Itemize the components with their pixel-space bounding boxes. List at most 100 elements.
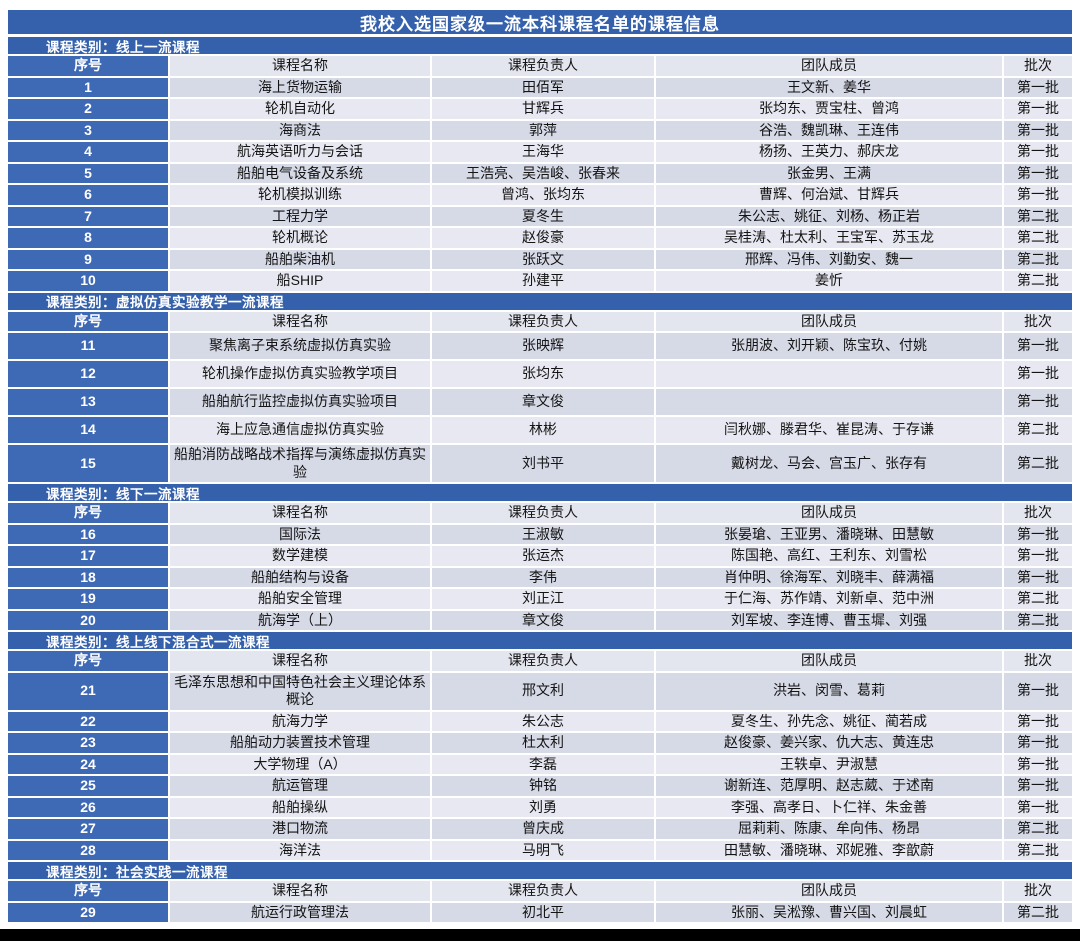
cell-batch: 第一批 xyxy=(1004,361,1072,387)
cell-serial-number: 25 xyxy=(8,776,168,796)
cell-team-members: 刘军坡、李连博、曹玉墀、刘强 xyxy=(656,610,1002,630)
course-section: 课程类别：虚拟仿真实验教学一流课程 序号 课程名称 课程负责人 团队成员 批次 … xyxy=(8,292,1072,482)
table-row: 19 船舶安全管理 刘正江 于仁海、苏作靖、刘新卓、范中洲 第二批 xyxy=(8,589,1072,609)
cell-course-name: 船舶动力装置技术管理 xyxy=(170,733,430,753)
cell-batch: 第一批 xyxy=(1004,77,1072,97)
cell-course-name: 聚焦离子束系统虚拟仿真实验 xyxy=(170,333,430,359)
column-header-row: 序号 课程名称 课程负责人 团队成员 批次 xyxy=(8,56,1072,76)
cell-course-name: 轮机操作虚拟仿真实验教学项目 xyxy=(170,361,430,387)
cell-course-leader: 孙建平 xyxy=(432,271,654,291)
table-row: 11 聚焦离子束系统虚拟仿真实验 张映辉 张朋波、刘开颖、陈宝玖、付姚 第一批 xyxy=(8,333,1072,359)
cell-serial-number: 21 xyxy=(8,672,168,710)
cell-course-name: 海上货物运输 xyxy=(170,77,430,97)
cell-team-members: 田慧敏、潘晓琳、邓妮雅、李歆蔚 xyxy=(656,840,1002,860)
cell-team-members: 朱公志、姚征、刘杨、杨正岩 xyxy=(656,206,1002,226)
column-header-team: 团队成员 xyxy=(656,503,1002,523)
table-row: 16 国际法 王淑敏 张晏瑲、王亚男、潘晓琳、田慧敏 第一批 xyxy=(8,524,1072,544)
cell-batch: 第一批 xyxy=(1004,733,1072,753)
section-category-header: 课程类别：线下一流课程 xyxy=(8,484,1072,502)
cell-team-members: 谷浩、魏凯琳、王连伟 xyxy=(656,120,1002,140)
cell-team-members: 洪岩、闵雪、葛莉 xyxy=(656,672,1002,710)
cell-batch: 第一批 xyxy=(1004,711,1072,731)
table-row: 1 海上货物运输 田佰军 王文新、姜华 第一批 xyxy=(8,77,1072,97)
table-row: 12 轮机操作虚拟仿真实验教学项目 张均东 第一批 xyxy=(8,361,1072,387)
cell-serial-number: 6 xyxy=(8,185,168,205)
cell-serial-number: 17 xyxy=(8,546,168,566)
cell-team-members: 杨扬、王英力、郝庆龙 xyxy=(656,142,1002,162)
cell-course-name: 船舶操纵 xyxy=(170,797,430,817)
cell-course-leader: 林彬 xyxy=(432,417,654,443)
cell-serial-number: 19 xyxy=(8,589,168,609)
section-category-header: 课程类别：虚拟仿真实验教学一流课程 xyxy=(8,292,1072,310)
cell-course-leader: 张映辉 xyxy=(432,333,654,359)
cell-course-name: 数学建模 xyxy=(170,546,430,566)
table-row: 8 轮机概论 赵俊豪 吴桂涛、杜太利、王宝军、苏玉龙 第二批 xyxy=(8,228,1072,248)
cell-serial-number: 12 xyxy=(8,361,168,387)
column-header-leader: 课程负责人 xyxy=(432,503,654,523)
table-row: 17 数学建模 张运杰 陈国艳、高红、王利东、刘雪松 第一批 xyxy=(8,546,1072,566)
cell-course-name: 毛泽东思想和中国特色社会主义理论体系概论 xyxy=(170,672,430,710)
cell-batch: 第二批 xyxy=(1004,206,1072,226)
cell-batch: 第二批 xyxy=(1004,271,1072,291)
column-header-course-name: 课程名称 xyxy=(170,311,430,331)
cell-course-leader: 张运杰 xyxy=(432,546,654,566)
cell-course-name: 大学物理（A） xyxy=(170,754,430,774)
cell-team-members xyxy=(656,361,1002,387)
cell-team-members: 张金男、王满 xyxy=(656,163,1002,183)
cell-course-leader: 曾鸿、张均东 xyxy=(432,185,654,205)
table-row: 3 海商法 郭萍 谷浩、魏凯琳、王连伟 第一批 xyxy=(8,120,1072,140)
cell-course-leader: 刘勇 xyxy=(432,797,654,817)
cell-course-leader: 李磊 xyxy=(432,754,654,774)
cell-serial-number: 5 xyxy=(8,163,168,183)
cell-serial-number: 9 xyxy=(8,249,168,269)
cell-serial-number: 16 xyxy=(8,524,168,544)
cell-course-name: 海商法 xyxy=(170,120,430,140)
cell-batch: 第一批 xyxy=(1004,754,1072,774)
column-header-batch: 批次 xyxy=(1004,56,1072,76)
course-section: 课程类别：社会实践一流课程 序号 课程名称 课程负责人 团队成员 批次 29 航… xyxy=(8,862,1072,922)
column-header-leader: 课程负责人 xyxy=(432,56,654,76)
cell-team-members: 戴树龙、马会、宫玉广、张存有 xyxy=(656,445,1002,482)
cell-team-members: 肖仲明、徐海军、刘晓丰、薛满福 xyxy=(656,567,1002,587)
column-header-row: 序号 课程名称 课程负责人 团队成员 批次 xyxy=(8,881,1072,901)
cell-team-members: 谢新连、范厚明、赵志葳、于述南 xyxy=(656,776,1002,796)
cell-course-leader: 章文俊 xyxy=(432,389,654,415)
column-header-serial: 序号 xyxy=(8,881,168,901)
cell-serial-number: 3 xyxy=(8,120,168,140)
cell-batch: 第一批 xyxy=(1004,163,1072,183)
cell-batch: 第一批 xyxy=(1004,333,1072,359)
cell-course-name: 航运行政管理法 xyxy=(170,902,430,922)
cell-serial-number: 4 xyxy=(8,142,168,162)
column-header-batch: 批次 xyxy=(1004,651,1072,671)
cell-team-members: 夏冬生、孙先念、姚征、蔺若成 xyxy=(656,711,1002,731)
column-header-row: 序号 课程名称 课程负责人 团队成员 批次 xyxy=(8,503,1072,523)
table-row: 7 工程力学 夏冬生 朱公志、姚征、刘杨、杨正岩 第二批 xyxy=(8,206,1072,226)
cell-serial-number: 22 xyxy=(8,711,168,731)
column-header-team: 团队成员 xyxy=(656,651,1002,671)
cell-course-leader: 刘正江 xyxy=(432,589,654,609)
cell-batch: 第一批 xyxy=(1004,185,1072,205)
table-row: 18 船舶结构与设备 李伟 肖仲明、徐海军、刘晓丰、薛满福 第一批 xyxy=(8,567,1072,587)
cell-serial-number: 8 xyxy=(8,228,168,248)
table-row: 6 轮机模拟训练 曾鸿、张均东 曹辉、何治斌、甘辉兵 第一批 xyxy=(8,185,1072,205)
cell-course-leader: 郭萍 xyxy=(432,120,654,140)
cell-course-name: 船舶航行监控虚拟仿真实验项目 xyxy=(170,389,430,415)
column-header-course-name: 课程名称 xyxy=(170,503,430,523)
cell-serial-number: 26 xyxy=(8,797,168,817)
cell-batch: 第二批 xyxy=(1004,249,1072,269)
cell-team-members: 张丽、吴淞豫、曹兴国、刘晨虹 xyxy=(656,902,1002,922)
table-content: 我校入选国家级一流本科课程名单的课程信息 课程类别：线上一流课程 序号 课程名称… xyxy=(8,10,1072,924)
cell-course-name: 船舶结构与设备 xyxy=(170,567,430,587)
cell-course-name: 船舶电气设备及系统 xyxy=(170,163,430,183)
cell-course-name: 船舶柴油机 xyxy=(170,249,430,269)
cell-course-name: 航海英语听力与会话 xyxy=(170,142,430,162)
cell-serial-number: 2 xyxy=(8,99,168,119)
section-category-header: 课程类别：社会实践一流课程 xyxy=(8,862,1072,880)
cell-team-members: 陈国艳、高红、王利东、刘雪松 xyxy=(656,546,1002,566)
cell-team-members: 李强、高孝日、卜仁祥、朱金善 xyxy=(656,797,1002,817)
column-header-team: 团队成员 xyxy=(656,881,1002,901)
cell-serial-number: 11 xyxy=(8,333,168,359)
cell-team-members: 屈莉莉、陈康、牟向伟、杨昂 xyxy=(656,819,1002,839)
cell-course-leader: 王海华 xyxy=(432,142,654,162)
